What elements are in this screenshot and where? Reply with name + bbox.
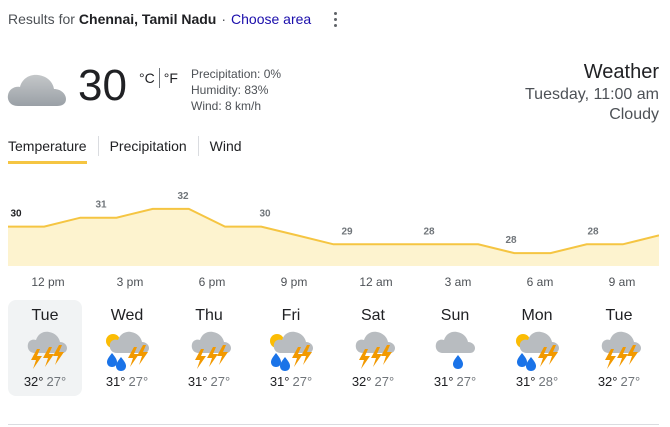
forecast-day-2[interactable]: Thu 31° 27°	[172, 300, 246, 396]
chart-temp-label: 30	[10, 209, 22, 220]
scattered-thunderstorms-icon	[267, 327, 315, 371]
wind-text: Wind: 8 km/h	[191, 99, 262, 113]
high-temp: 31°	[433, 374, 454, 389]
scattered-thunderstorms-icon	[103, 327, 151, 371]
time-axis-label: 6 am	[526, 275, 554, 289]
unit-toggle: °C °F	[139, 68, 178, 88]
day-name: Tue	[31, 307, 59, 324]
low-temp: 27°	[292, 374, 313, 389]
high-temp: 32°	[351, 374, 372, 389]
day-name: Sat	[360, 307, 385, 324]
divider	[8, 424, 659, 425]
day-name: Thu	[195, 307, 223, 324]
separator-dot: ·	[221, 11, 227, 27]
rain-icon	[431, 327, 479, 371]
day-temperatures: 31° 27°	[172, 374, 246, 390]
day-temperatures: 32° 27°	[582, 374, 656, 390]
precipitation-text: Precipitation: 0%	[191, 67, 282, 81]
unit-divider	[158, 68, 160, 88]
time-axis-label: 3 pm	[116, 275, 144, 289]
day-name: Tue	[605, 307, 633, 324]
forecast-day-6[interactable]: Mon 31° 28°	[500, 300, 574, 396]
chart-temp-label: 28	[505, 235, 517, 246]
tab-wind[interactable]: Wind	[209, 138, 242, 154]
low-temp: 27°	[128, 374, 149, 389]
fahrenheit-toggle[interactable]: °F	[163, 70, 178, 86]
high-temp: 32°	[597, 374, 618, 389]
chart-temp-label: 30	[259, 209, 271, 220]
temperature-area	[8, 208, 659, 266]
day-temperatures: 32° 27°	[8, 374, 82, 390]
temperature-chart-svg: 30 31 32 30 29 28 28 28	[8, 191, 659, 266]
time-axis-label: 9 am	[608, 275, 636, 289]
time-axis-label: 6 pm	[198, 275, 226, 289]
day-name: Sun	[440, 307, 470, 324]
chart-temp-label: 29	[341, 226, 353, 237]
cloudy-icon	[7, 74, 67, 106]
thunderstorm-icon	[21, 327, 69, 371]
day-temperatures: 31° 27°	[90, 374, 164, 390]
time-axis: 12 pm 3 pm 6 pm 9 pm 12 am 3 am 6 am 9 am	[8, 275, 659, 291]
forecast-day-0[interactable]: Tue 32° 27°	[8, 300, 82, 396]
weather-tabs: Temperature Precipitation Wind	[8, 136, 242, 164]
choose-area-link[interactable]: Choose area	[231, 11, 312, 27]
forecast-day-3[interactable]: Fri 31° 27°	[254, 300, 328, 396]
day-temperatures: 31° 27°	[418, 374, 492, 390]
low-temp: 27°	[46, 374, 67, 389]
results-prefix: Results for	[8, 11, 75, 27]
forecast-day-4[interactable]: Sat 32° 27°	[336, 300, 410, 396]
chart-temp-label: 32	[177, 191, 189, 202]
high-temp: 31°	[269, 374, 290, 389]
low-temp: 27°	[374, 374, 395, 389]
location-name: Chennai, Tamil Nadu	[78, 11, 217, 27]
current-temperature: 30	[78, 61, 127, 110]
day-name: Wed	[110, 307, 144, 324]
forecast-day-5[interactable]: Sun 31° 27°	[418, 300, 492, 396]
high-temp: 31°	[187, 374, 208, 389]
time-axis-label: 12 am	[359, 275, 393, 289]
thunderstorm-icon	[349, 327, 397, 371]
weather-title: Weather	[583, 61, 659, 83]
thunderstorm-icon	[595, 327, 643, 371]
tab-temperature[interactable]: Temperature	[8, 136, 87, 164]
day-name: Mon	[521, 307, 553, 324]
low-temp: 28°	[538, 374, 559, 389]
chart-temp-label: 28	[423, 226, 435, 237]
high-temp: 31°	[515, 374, 536, 389]
chart-temp-label: 28	[587, 226, 599, 237]
low-temp: 27°	[456, 374, 477, 389]
weather-condition: Cloudy	[609, 106, 659, 123]
day-temperatures: 32° 27°	[336, 374, 410, 390]
day-name: Fri	[281, 307, 301, 324]
time-axis-label: 12 pm	[31, 275, 65, 289]
tab-divider	[197, 136, 199, 156]
tab-divider	[97, 136, 99, 156]
high-temp: 31°	[105, 374, 126, 389]
low-temp: 27°	[210, 374, 231, 389]
time-axis-label: 9 pm	[280, 275, 308, 289]
day-temperatures: 31° 28°	[500, 374, 574, 390]
more-options-icon[interactable]	[327, 9, 343, 29]
temperature-chart[interactable]: 30 31 32 30 29 28 28 28	[8, 186, 659, 266]
thunderstorm-icon	[185, 327, 233, 371]
results-header: Results for Chennai, Tamil Nadu · Choose…	[8, 10, 311, 28]
chart-temp-label: 31	[95, 200, 107, 211]
low-temp: 27°	[620, 374, 641, 389]
high-temp: 32°	[23, 374, 44, 389]
forecast-day-7[interactable]: Tue 32° 27°	[582, 300, 656, 396]
tab-precipitation[interactable]: Precipitation	[109, 138, 187, 154]
weather-datetime: Tuesday, 11:00 am	[525, 86, 659, 103]
daily-forecast: Tue 32° 27° Wed 31° 27° Thu 31° 27° Fri 31° 27° Sat 3…	[8, 300, 659, 396]
temperature-line	[8, 207, 659, 255]
day-temperatures: 31° 27°	[254, 374, 328, 390]
scattered-thunderstorms-icon	[513, 327, 561, 371]
humidity-text: Humidity: 83%	[191, 83, 269, 97]
forecast-day-1[interactable]: Wed 31° 27°	[90, 300, 164, 396]
celsius-toggle[interactable]: °C	[139, 70, 155, 86]
weather-details: Precipitation: 0% Humidity: 83% Wind: 8 …	[191, 66, 281, 114]
time-axis-label: 3 am	[444, 275, 472, 289]
